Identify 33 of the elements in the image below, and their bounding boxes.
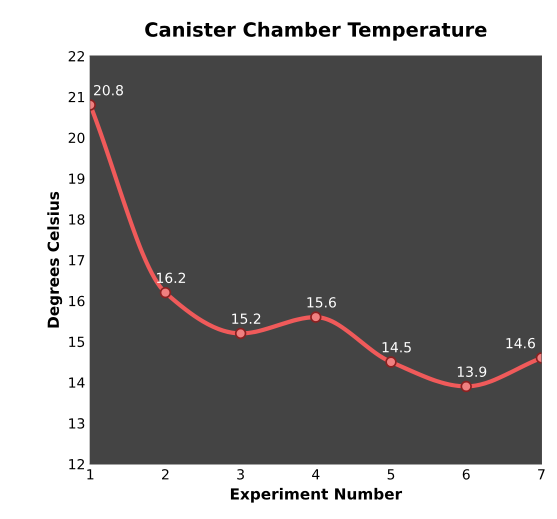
point [160,286,172,298]
x-tick-label: 1 [87,469,94,480]
x-tick-label: 2 [162,469,168,480]
x-tick-label: 7 [538,469,545,480]
point [385,356,397,368]
data-label: 16.2 [157,272,186,284]
data-label: 13.9 [458,366,486,377]
y-tick-label: 12 [69,458,84,470]
y-tick-label: 19 [69,173,84,184]
point [460,380,472,392]
x-tick-label: 5 [388,469,394,480]
y-tick-label: 21 [68,92,84,102]
data-label: 15.2 [232,313,260,324]
x-tick-label: 4 [312,469,320,480]
y-tick-label: 20 [68,132,84,144]
y-tick-label: 15 [69,336,84,348]
data-label: 20.8 [94,84,123,96]
y-tick-label: 22 [68,51,84,62]
point [234,328,246,340]
y-tick-label: 17 [69,255,84,266]
data-label: 14.5 [382,342,411,352]
data-label: 15.6 [307,297,336,308]
x-tick-label: 3 [237,469,244,480]
data-label: 14.6 [506,338,535,348]
point [310,311,322,323]
chart-title: Canister Chamber Temperature [145,22,486,41]
x-axis-title: Experiment Number [230,488,402,503]
y-axis-title: Degrees Celsius [47,192,62,328]
y-tick-label: 14 [69,378,85,388]
y-tick-label: 18 [69,214,84,225]
y-tick-label: 13 [69,418,84,429]
x-tick-label: 6 [462,469,470,480]
y-tick-label: 16 [69,296,84,306]
